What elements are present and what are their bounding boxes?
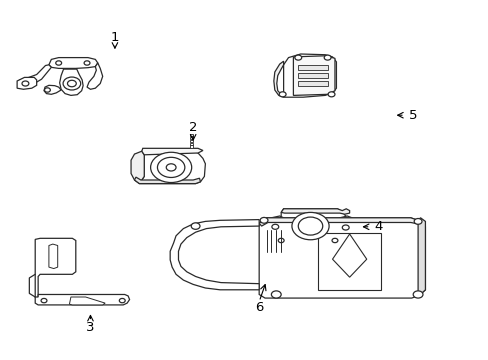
Polygon shape [189,137,193,139]
Circle shape [271,291,281,298]
Polygon shape [189,134,193,136]
Circle shape [279,92,285,97]
Polygon shape [281,209,349,214]
Circle shape [119,298,125,303]
Polygon shape [189,143,193,145]
Polygon shape [271,216,283,237]
Polygon shape [317,233,381,290]
Polygon shape [298,65,327,70]
Polygon shape [273,61,283,97]
Polygon shape [417,218,425,293]
Text: 6: 6 [254,301,263,314]
Circle shape [22,81,29,86]
Text: 4: 4 [374,220,383,233]
Circle shape [413,219,421,224]
Polygon shape [87,63,102,89]
Text: 1: 1 [110,31,119,44]
Polygon shape [142,148,203,155]
Polygon shape [131,151,144,184]
Polygon shape [339,216,351,239]
Text: 2: 2 [188,121,197,134]
Circle shape [412,291,422,298]
Circle shape [191,223,200,229]
Polygon shape [189,145,193,148]
Circle shape [327,92,334,97]
Polygon shape [298,73,327,78]
Circle shape [271,224,278,229]
Polygon shape [139,151,205,184]
Polygon shape [189,140,193,142]
Circle shape [67,80,76,87]
Polygon shape [69,297,105,305]
Polygon shape [332,234,366,277]
Circle shape [150,152,191,183]
Text: 3: 3 [86,321,95,334]
Polygon shape [35,238,76,299]
Polygon shape [19,65,51,87]
Text: 5: 5 [408,109,417,122]
Polygon shape [259,218,425,298]
Circle shape [84,61,90,65]
Polygon shape [44,85,61,94]
Polygon shape [298,81,327,86]
Polygon shape [273,237,342,244]
Circle shape [44,88,50,92]
Circle shape [41,298,47,303]
Circle shape [342,225,348,230]
Polygon shape [49,58,98,68]
Polygon shape [283,54,336,97]
Polygon shape [49,244,58,269]
Circle shape [166,164,176,171]
Polygon shape [35,294,129,305]
Circle shape [331,238,337,243]
Circle shape [56,61,61,65]
Polygon shape [170,220,259,290]
Circle shape [278,238,284,243]
Circle shape [298,217,322,235]
Circle shape [63,77,81,90]
Polygon shape [259,218,417,226]
Polygon shape [60,69,83,95]
Polygon shape [278,209,346,241]
Circle shape [260,217,267,223]
Polygon shape [134,177,200,184]
Circle shape [294,55,301,60]
Circle shape [291,212,328,240]
Polygon shape [293,56,334,95]
Circle shape [324,55,330,60]
Polygon shape [17,77,37,89]
Circle shape [157,157,184,177]
